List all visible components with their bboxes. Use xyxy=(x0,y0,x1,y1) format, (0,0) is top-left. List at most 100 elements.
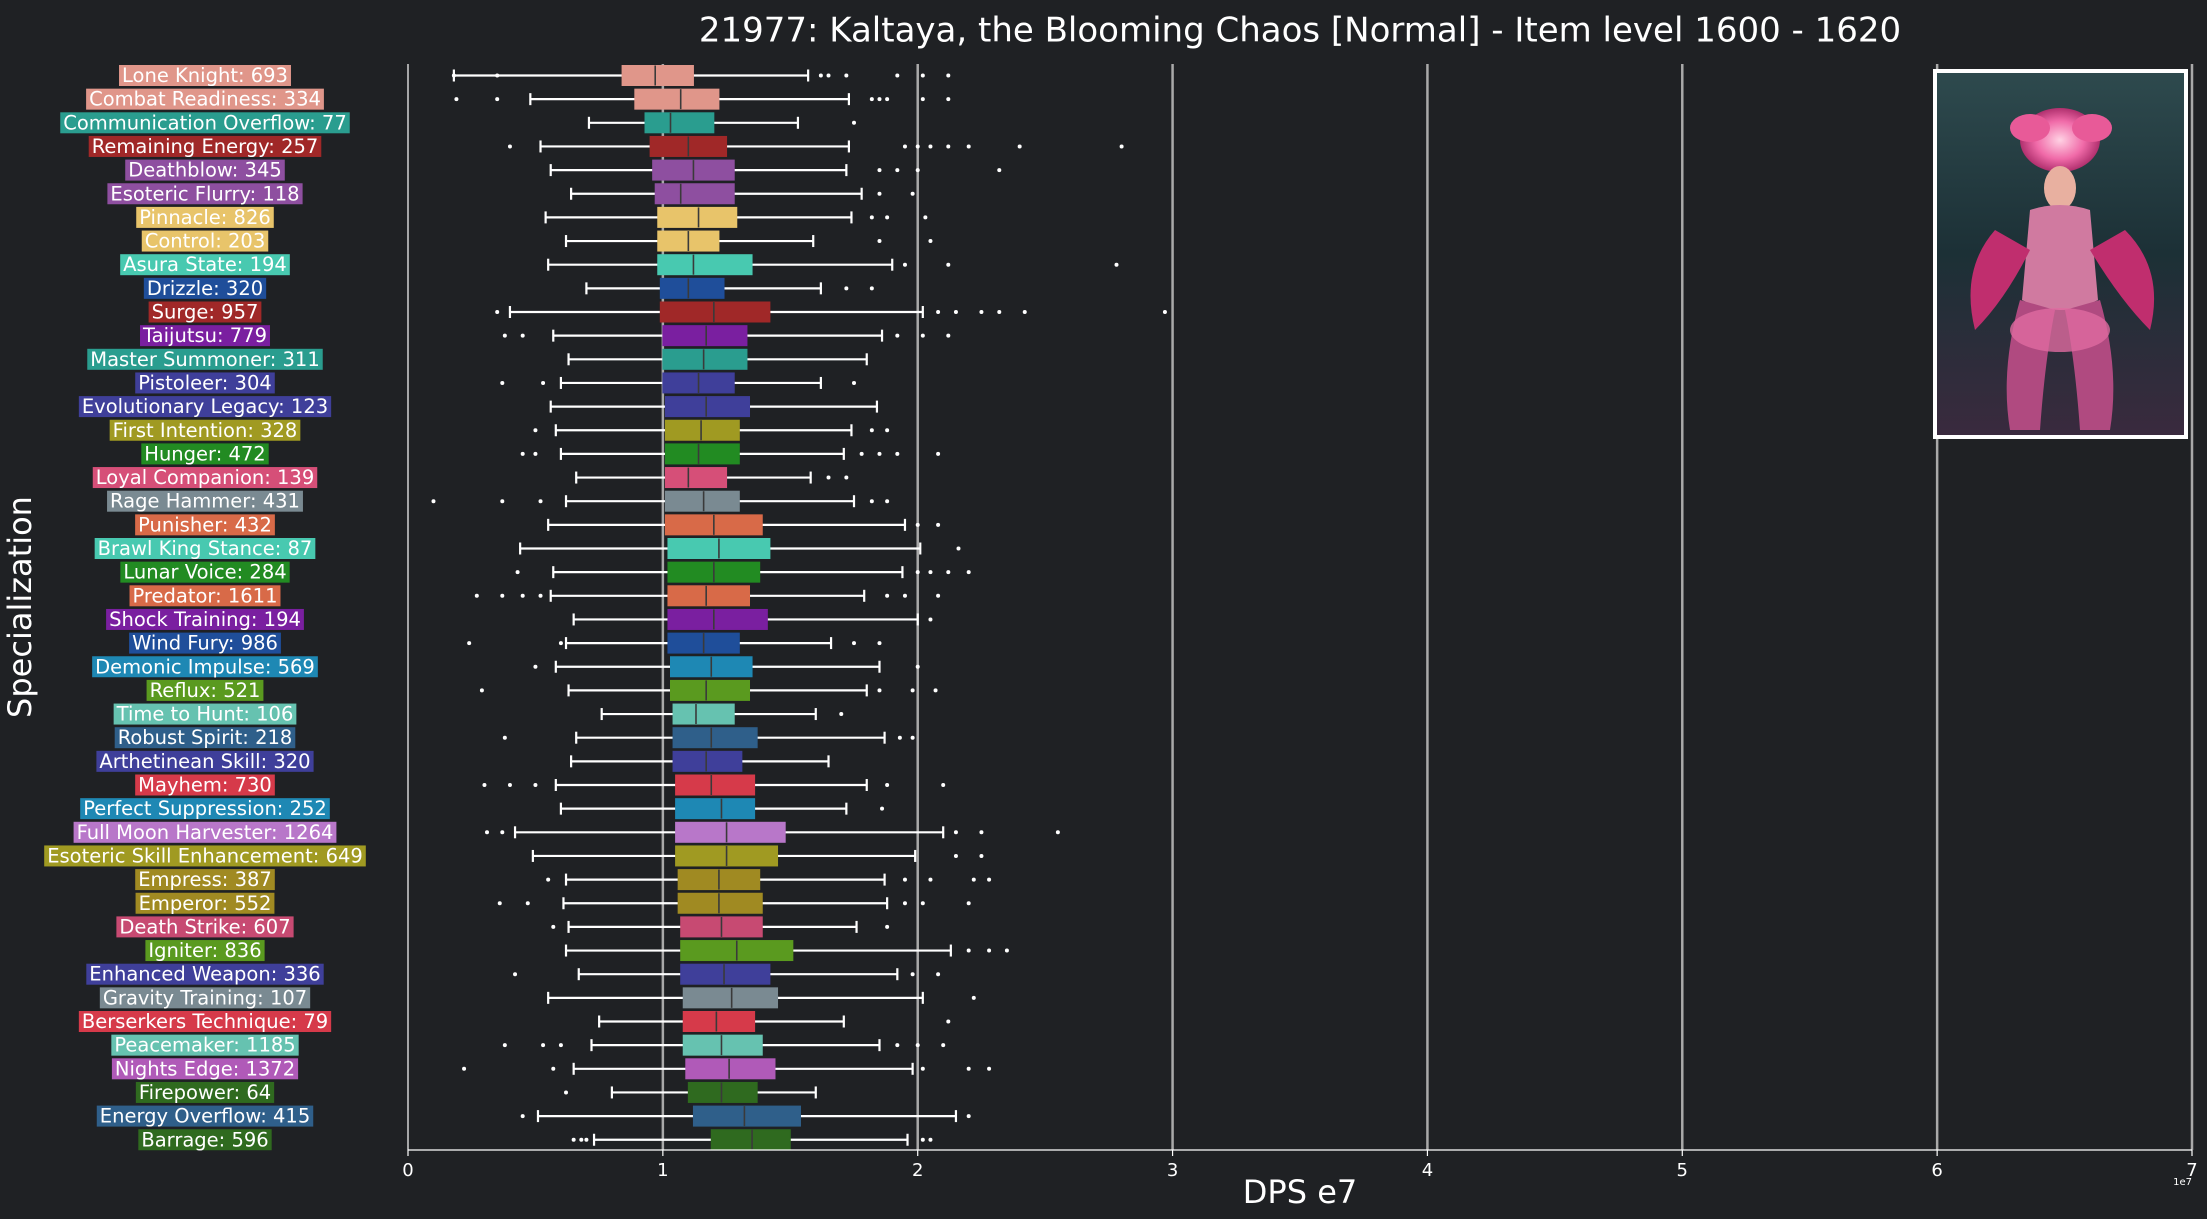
box-iqr xyxy=(692,1105,801,1127)
outlier-point xyxy=(859,451,864,456)
outlier-point xyxy=(826,475,831,480)
category-label-text: Combat Readiness: 334 xyxy=(89,88,321,111)
category-label-bg xyxy=(136,206,274,228)
outlier-point xyxy=(844,475,849,480)
category-label-text: Communication Overflow: 77 xyxy=(63,111,346,134)
box-iqr xyxy=(672,703,735,725)
category-label-text: Time to Hunt: 106 xyxy=(116,703,294,726)
category-label: Esoteric Flurry: 118 xyxy=(107,182,303,205)
outlier-point xyxy=(885,593,890,598)
category-label-bg xyxy=(135,892,275,914)
box-item xyxy=(549,159,1002,181)
outlier-point xyxy=(502,735,507,740)
box-iqr xyxy=(682,1034,763,1056)
box-iqr xyxy=(687,1081,758,1103)
outlier-point xyxy=(928,144,933,149)
category-label-text: Energy Overflow: 415 xyxy=(100,1105,310,1128)
outlier-point xyxy=(520,1114,525,1119)
outlier-point xyxy=(979,853,984,858)
category-label-text: Reflux: 521 xyxy=(150,679,261,702)
outlier-point xyxy=(885,215,890,220)
category-label-text: Demonic Impulse: 569 xyxy=(95,655,315,678)
outlier-point xyxy=(500,499,505,504)
outlier-point xyxy=(915,522,920,527)
category-label-text: Pistoleer: 304 xyxy=(138,371,272,394)
outlier-point xyxy=(902,901,907,906)
category-label: Energy Overflow: 415 xyxy=(96,1105,314,1128)
category-label-text: Esoteric Flurry: 118 xyxy=(110,182,299,205)
outlier-point xyxy=(997,168,1002,173)
outlier-point xyxy=(966,1066,971,1071)
x-tick-label: 5 xyxy=(1677,1160,1688,1181)
box-iqr xyxy=(664,396,751,418)
category-label: Reflux: 521 xyxy=(146,679,264,702)
outlier-point xyxy=(987,877,992,882)
outlier-point xyxy=(495,310,500,314)
category-label-text: Loyal Companion: 139 xyxy=(96,466,314,489)
box-iqr xyxy=(634,88,720,110)
category-label-bg xyxy=(135,774,275,796)
outlier-point xyxy=(915,144,920,149)
outlier-point xyxy=(915,664,920,669)
outlier-point xyxy=(915,1043,920,1048)
outlier-point xyxy=(910,972,915,977)
outlier-point xyxy=(880,806,885,811)
category-label-bg xyxy=(111,1058,299,1080)
outlier-point xyxy=(818,73,823,78)
category-label-bg xyxy=(106,608,304,630)
outlier-point xyxy=(1004,948,1009,953)
box-item xyxy=(502,1034,946,1056)
category-label-text: Igniter: 836 xyxy=(148,939,261,962)
category-label: Esoteric Skill Enhancement: 649 xyxy=(44,844,366,867)
outlier-point xyxy=(902,262,907,267)
category-label-bg xyxy=(87,348,323,370)
outlier-point xyxy=(956,546,961,551)
category-label-text: Robust Spirit: 218 xyxy=(118,726,293,749)
outlier-point xyxy=(533,664,538,669)
category-label-bg xyxy=(125,159,285,181)
category-label: Lunar Voice: 284 xyxy=(120,561,290,584)
outlier-point xyxy=(946,144,951,149)
box-item xyxy=(495,301,1167,323)
outlier-point xyxy=(500,380,505,385)
outlier-point xyxy=(877,451,882,456)
category-label-bg xyxy=(92,467,318,489)
box-item xyxy=(533,656,920,678)
box-item xyxy=(564,940,1009,962)
outlier-point xyxy=(479,688,484,693)
outlier-point xyxy=(1162,310,1167,314)
category-label-bg xyxy=(92,656,318,678)
outlier-point xyxy=(1055,830,1060,835)
box-item xyxy=(485,821,1060,843)
outlier-point xyxy=(551,924,556,929)
category-label-text: Lone Knight: 693 xyxy=(122,64,288,87)
box-item xyxy=(571,1129,933,1151)
box-iqr xyxy=(667,608,768,630)
category-label: Loyal Companion: 139 xyxy=(92,466,318,489)
outlier-point xyxy=(1022,310,1027,314)
category-label: Full Moon Harvester: 1264 xyxy=(73,821,337,844)
outlier-point xyxy=(541,380,546,385)
x-tick-label: 1 xyxy=(657,1160,668,1181)
outlier-point xyxy=(953,830,958,835)
outlier-point xyxy=(495,73,500,78)
box-iqr xyxy=(672,750,743,772)
category-label-bg xyxy=(135,372,275,394)
category-label: Surge: 957 xyxy=(148,301,262,324)
box-item xyxy=(585,277,874,299)
category-label-text: Punisher: 432 xyxy=(138,513,272,536)
chart-title: 21977: Kaltaya, the Blooming Chaos [Norm… xyxy=(699,11,1901,51)
outlier-point xyxy=(558,1043,563,1048)
outlier-point xyxy=(966,144,971,149)
outlier-point xyxy=(997,310,1002,314)
category-label-bg xyxy=(96,1105,314,1127)
category-label-bg xyxy=(60,112,350,134)
box-iqr xyxy=(662,348,748,370)
category-label: Firepower: 64 xyxy=(135,1081,275,1104)
outlier-point xyxy=(1017,144,1022,149)
category-label: Brawl King Stance: 87 xyxy=(94,537,316,560)
category-label: Communication Overflow: 77 xyxy=(60,111,350,134)
box-iqr xyxy=(659,301,771,323)
category-label-bg xyxy=(86,963,324,985)
